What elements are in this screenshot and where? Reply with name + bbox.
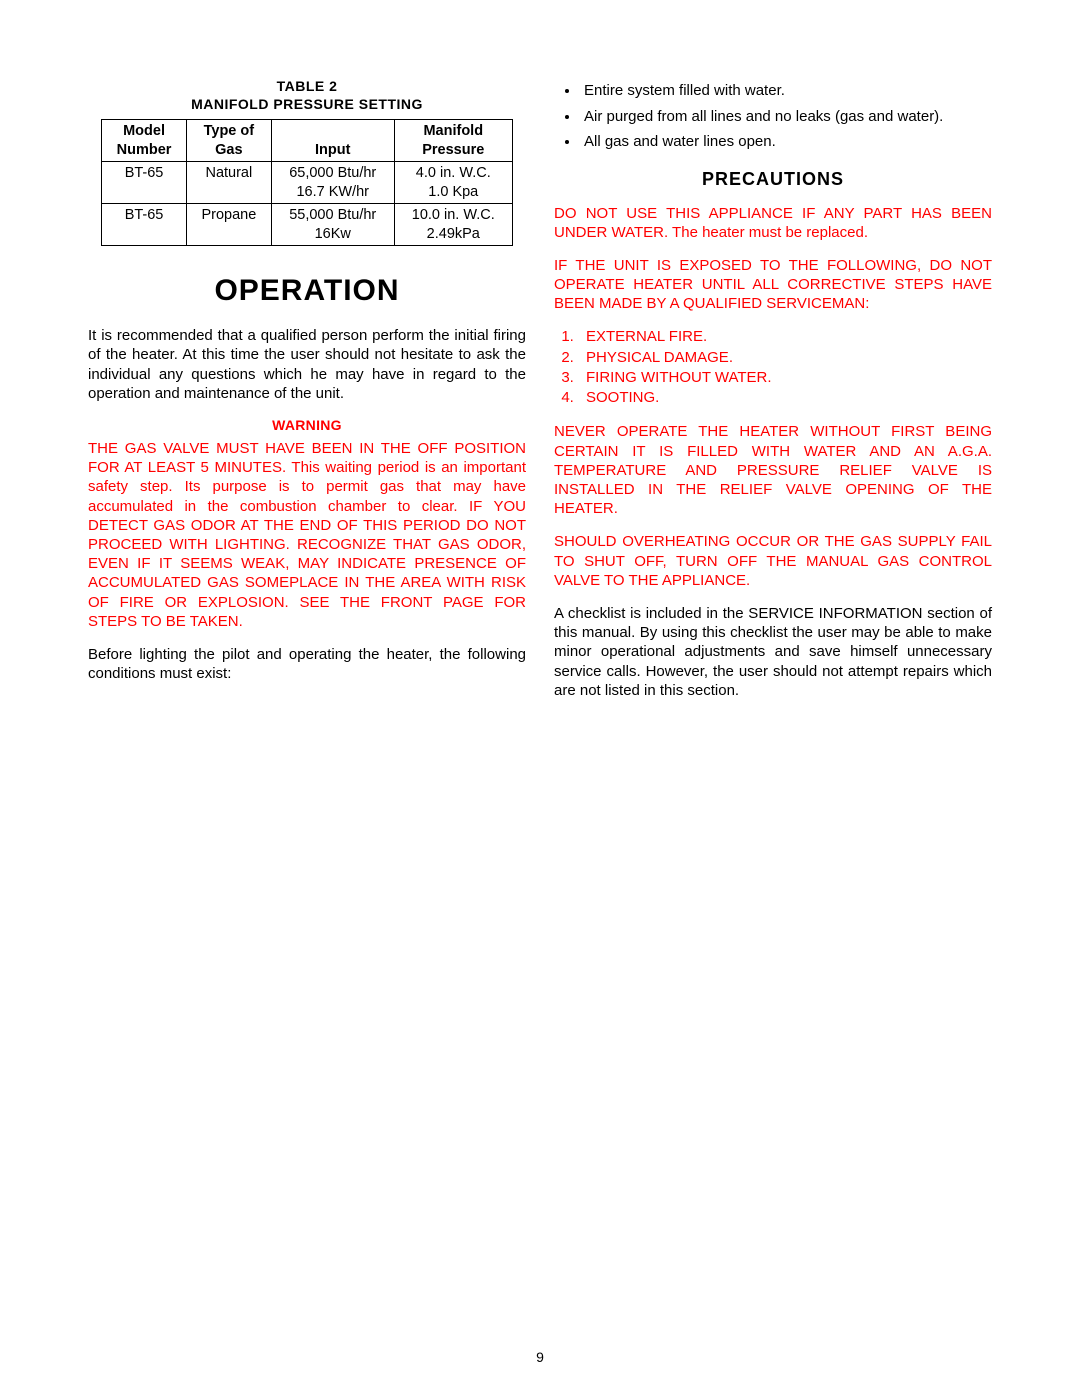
list-item: Entire system filled with water.	[580, 78, 992, 104]
cell-model: BT-65	[102, 162, 187, 204]
table-caption: TABLE 2 MANIFOLD PRESSURE SETTING	[88, 78, 526, 113]
precautions-heading: PRECAUTIONS	[554, 169, 992, 190]
left-column: TABLE 2 MANIFOLD PRESSURE SETTING Model …	[88, 78, 526, 714]
precautions-p2: IF THE UNIT IS EXPOSED TO THE FOLLOWING,…	[554, 256, 992, 314]
table-caption-line1: TABLE 2	[277, 78, 338, 94]
table-header-row: Model Number Type of Gas Input Manifold	[102, 120, 513, 162]
table-row: BT-65 Propane 55,000 Btu/hr 16Kw 10.0 in…	[102, 204, 513, 246]
cell-pressure: 10.0 in. W.C. 2.49kPa	[394, 204, 512, 246]
list-item: PHYSICAL DAMAGE.	[578, 348, 992, 368]
cell-pressure: 4.0 in. W.C. 1.0 Kpa	[394, 162, 512, 204]
operation-intro: It is recommended that a qualified perso…	[88, 326, 526, 403]
operation-heading: OPERATION	[88, 274, 526, 308]
precautions-p1: DO NOT USE THIS APPLIANCE IF ANY PART HA…	[554, 204, 992, 242]
cell-gas: Natural	[186, 162, 271, 204]
two-column-layout: TABLE 2 MANIFOLD PRESSURE SETTING Model …	[88, 78, 992, 714]
list-item: SOOTING.	[578, 388, 992, 408]
manifold-pressure-table: Model Number Type of Gas Input Manifold	[101, 119, 513, 246]
cell-gas: Propane	[186, 204, 271, 246]
table-caption-line2: MANIFOLD PRESSURE SETTING	[191, 96, 423, 112]
table-row: BT-65 Natural 65,000 Btu/hr 16.7 KW/hr 4…	[102, 162, 513, 204]
precautions-p5: A checklist is included in the SERVICE I…	[554, 604, 992, 700]
precautions-numbered-list: EXTERNAL FIRE. PHYSICAL DAMAGE. FIRING W…	[554, 327, 992, 408]
cell-input: 55,000 Btu/hr 16Kw	[271, 204, 394, 246]
list-item: Air purged from all lines and no leaks (…	[580, 104, 992, 130]
th-gas-type: Type of Gas	[186, 120, 271, 162]
precautions-p3: NEVER OPERATE THE HEATER WITHOUT FIRST B…	[554, 422, 992, 518]
th-pressure: Manifold Pressure	[394, 120, 512, 162]
th-input: Input	[271, 120, 394, 162]
cell-model: BT-65	[102, 204, 187, 246]
conditions-list: Entire system filled with water. Air pur…	[554, 78, 992, 155]
th-model: Model Number	[102, 120, 187, 162]
right-column: Entire system filled with water. Air pur…	[554, 78, 992, 714]
list-item: All gas and water lines open.	[580, 129, 992, 155]
page-number: 9	[0, 1349, 1080, 1365]
precautions-p4: SHOULD OVERHEATING OCCUR OR THE GAS SUPP…	[554, 532, 992, 590]
list-item: EXTERNAL FIRE.	[578, 327, 992, 347]
warning-label: WARNING	[88, 417, 526, 433]
warning-body: THE GAS VALVE MUST HAVE BEEN IN THE OFF …	[88, 439, 526, 631]
list-item: FIRING WITHOUT WATER.	[578, 368, 992, 388]
cell-input: 65,000 Btu/hr 16.7 KW/hr	[271, 162, 394, 204]
pre-conditions-lead: Before lighting the pilot and operating …	[88, 645, 526, 683]
manual-page: TABLE 2 MANIFOLD PRESSURE SETTING Model …	[0, 0, 1080, 1397]
